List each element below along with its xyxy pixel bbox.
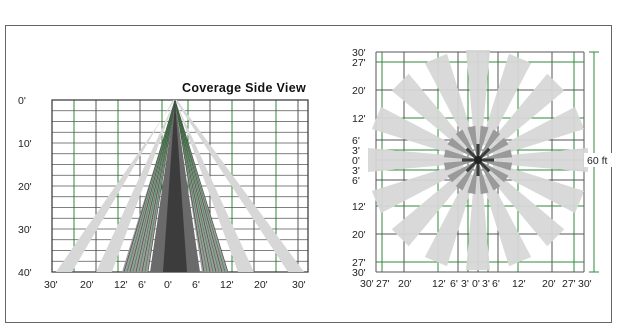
top-view-beams xyxy=(368,50,588,270)
side-beam-mid-left xyxy=(122,100,175,272)
top-bottom-label: 3' xyxy=(461,278,469,290)
side-view-title: Coverage Side View xyxy=(182,81,306,95)
side-beam-stripe xyxy=(174,99,205,273)
top-bottom-label: 30' xyxy=(578,278,592,290)
top-beam-spoke xyxy=(371,106,465,158)
top-bottom-label: 27' xyxy=(562,278,576,290)
top-beam-inner xyxy=(443,160,478,171)
top-beam-spoke xyxy=(491,162,585,214)
top-bottom-label: 12' xyxy=(432,278,446,290)
top-left-label: 27' xyxy=(352,257,366,269)
top-left-label: 3' xyxy=(352,145,360,157)
top-beam-spoke xyxy=(466,176,490,270)
depth-label: 40' xyxy=(18,267,32,279)
top-beam-spoke xyxy=(391,168,470,247)
side-beam-stripe xyxy=(174,99,211,273)
top-left-label: 20' xyxy=(352,85,366,97)
top-left-label: 3' xyxy=(352,165,360,177)
side-beam-light-left xyxy=(96,100,175,272)
top-left-label: 20' xyxy=(352,229,366,241)
side-beam-stripe xyxy=(135,99,176,273)
top-left-label: 27' xyxy=(352,57,366,69)
side-beam-stripe xyxy=(174,99,220,273)
top-bottom-label: 12' xyxy=(512,278,526,290)
top-bottom-label: 6' xyxy=(450,278,458,290)
top-left-label: 30' xyxy=(352,47,366,59)
side-beam-stripe xyxy=(141,99,176,273)
top-bottom-label: 30' xyxy=(360,278,374,290)
side-beam-inner-left xyxy=(150,100,175,272)
top-beam-inner xyxy=(478,160,513,171)
top-beam-spoke xyxy=(368,148,462,172)
top-beam-spoke xyxy=(466,50,490,144)
width-label: 20' xyxy=(80,279,94,291)
top-bottom-label: 20' xyxy=(542,278,556,290)
side-beam-stripe xyxy=(174,99,223,273)
top-beam-spoke xyxy=(494,148,588,172)
top-beam-spoke xyxy=(491,106,585,158)
side-beam-center xyxy=(163,100,187,272)
top-bottom-label: 27' xyxy=(376,278,390,290)
side-beam-stripe xyxy=(174,99,217,273)
side-view-beams xyxy=(56,99,304,273)
top-bottom-label: 6' xyxy=(492,278,500,290)
top-beam-spoke xyxy=(371,162,465,214)
width-label: 20' xyxy=(254,279,268,291)
side-beam-stripe xyxy=(174,99,208,273)
top-beam-inner xyxy=(443,149,478,160)
side-beam-outer-left xyxy=(56,100,175,272)
width-label: 12' xyxy=(220,279,234,291)
top-beam-center-dot xyxy=(474,156,482,164)
top-left-label: 0' xyxy=(352,155,360,167)
top-bottom-label: 0' xyxy=(472,278,480,290)
depth-label: 30' xyxy=(18,224,32,236)
side-beam-stripe xyxy=(144,99,176,273)
side-beam-inner-right xyxy=(175,100,200,272)
top-bottom-label: 20' xyxy=(398,278,412,290)
side-beam-light-right xyxy=(175,100,254,272)
side-beam-stripe xyxy=(129,99,176,273)
dimension-label-bg xyxy=(584,153,612,167)
top-beam-spoke xyxy=(391,73,470,152)
top-beam-inner xyxy=(467,160,478,195)
dimension-label: 60 ft xyxy=(587,155,608,167)
top-left-label: 6' xyxy=(352,135,360,147)
side-beam-stripe xyxy=(138,99,176,273)
side-beam-stripe xyxy=(174,99,226,273)
top-left-label: 6' xyxy=(352,175,360,187)
top-beam-inner xyxy=(478,125,489,160)
depth-label: 20' xyxy=(18,181,32,193)
depth-label: 10' xyxy=(18,138,32,150)
side-beam-stripe xyxy=(174,99,229,273)
width-label: 6' xyxy=(192,279,200,291)
side-beam-stripe xyxy=(126,99,176,273)
top-beam-spoke xyxy=(424,173,476,267)
width-label: 6' xyxy=(138,279,146,291)
width-label: 12' xyxy=(114,279,128,291)
width-label: 30' xyxy=(292,279,306,291)
side-beam-outer-right xyxy=(175,100,304,272)
side-beam-stripe xyxy=(147,99,176,273)
side-beam-stripe xyxy=(123,99,176,273)
top-left-label: 12' xyxy=(352,201,366,213)
top-left-label: 12' xyxy=(352,113,366,125)
top-beam-inner xyxy=(478,160,489,195)
width-label: 30' xyxy=(44,279,58,291)
width-label: 0' xyxy=(164,279,172,291)
top-beam-spoke xyxy=(424,53,476,147)
top-beam-inner xyxy=(478,149,513,160)
top-beam-spoke xyxy=(486,73,565,152)
top-bottom-label: 3' xyxy=(482,278,490,290)
top-left-label: 30' xyxy=(352,267,366,279)
top-beam-spoke xyxy=(480,173,532,267)
side-beam-stripe xyxy=(174,99,214,273)
top-beam-spoke xyxy=(486,168,565,247)
side-beam-stripe xyxy=(132,99,176,273)
depth-label: 0' xyxy=(18,95,26,107)
top-beam-inner xyxy=(467,125,478,160)
top-beam-spoke xyxy=(480,53,532,147)
diagram-frame xyxy=(5,25,612,323)
